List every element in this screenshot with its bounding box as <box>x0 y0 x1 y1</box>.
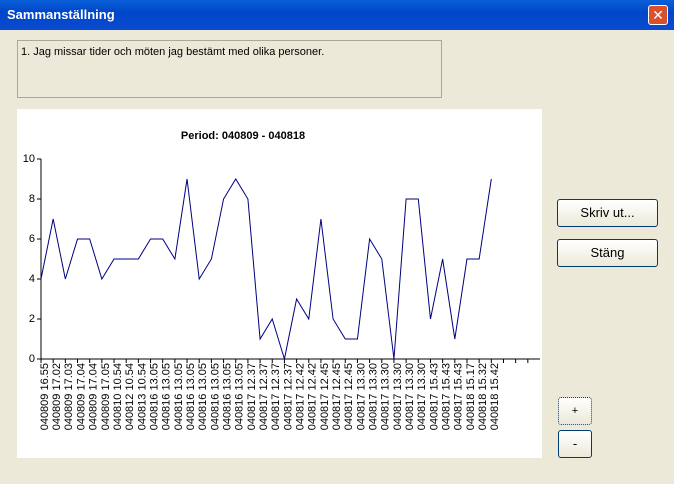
close-button[interactable]: ✕ <box>648 5 668 25</box>
x-tick-label: 040817 12.42 <box>294 363 306 430</box>
x-tick-label: 040817 15.43 <box>441 363 453 430</box>
x-tick-label: 040816 13.05 <box>197 363 209 430</box>
x-tick-label: 040818 15.32 <box>477 363 489 430</box>
x-tick-label: 040816 13.05 <box>148 363 160 430</box>
x-tick-label: 040817 13.30 <box>368 363 380 430</box>
x-tick-label: 040813 10.54 <box>136 363 148 430</box>
question-box: 1. Jag missar tider och möten jag bestäm… <box>17 40 442 98</box>
x-tick-label: 040812 10.54 <box>124 363 136 430</box>
x-tick-label: 040818 15.17 <box>465 363 477 430</box>
x-tick-label: 040817 12.37 <box>282 363 294 430</box>
x-tick-label: 040809 16.55 <box>39 363 51 430</box>
x-tick-label: 040817 12.45 <box>343 363 355 430</box>
x-tick-label: 040817 12.37 <box>258 363 270 430</box>
x-tick-label: 040817 13.30 <box>416 363 428 430</box>
y-tick-label: 6 <box>29 233 35 245</box>
x-tick-label: 040817 15.43 <box>453 363 465 430</box>
x-tick-label: 040810 10.54 <box>112 363 124 430</box>
print-button[interactable]: Skriv ut... <box>557 199 658 227</box>
y-tick-label: 0 <box>29 353 35 365</box>
chart-background <box>17 109 542 458</box>
title-bar: Sammanställning <box>0 0 674 30</box>
data-line <box>40 178 492 360</box>
chart: Period: 040809 - 040818 0 2 4 6 8 10 040809 16… <box>17 109 542 458</box>
x-tick-label: 040817 15.43 <box>428 363 440 430</box>
x-tick-label: 040809 17.04 <box>88 363 100 430</box>
x-tick-label: 040817 12.45 <box>319 363 331 430</box>
x-tick-label: 040809 17.04 <box>75 363 87 430</box>
x-tick-label: 040817 12.45 <box>331 363 343 430</box>
x-tick-label: 040816 13.05 <box>234 363 246 430</box>
close-dialog-button[interactable]: Stäng <box>557 239 658 267</box>
y-tick-label: 10 <box>23 153 35 165</box>
x-tick-label: 040816 13.05 <box>221 363 233 430</box>
x-tick-label: 040816 13.05 <box>185 363 197 430</box>
chart-title: Period: 040809 - 040818 <box>181 130 305 142</box>
y-tick-label: 2 <box>29 313 35 325</box>
x-tick-label: 040817 12.42 <box>307 363 319 430</box>
x-tick-label: 040817 12.37 <box>246 363 258 430</box>
y-tick-label: 8 <box>29 193 35 205</box>
x-tick-label: 040817 13.30 <box>380 363 392 430</box>
x-tick-label: 040816 13.05 <box>173 363 185 430</box>
plus-button[interactable]: + <box>558 397 592 425</box>
x-tick-label: 040809 17.02 <box>51 363 63 430</box>
x-tick-label: 040809 17.03 <box>63 363 75 430</box>
x-tick-label: 040816 13.05 <box>161 363 173 430</box>
y-tick-label: 4 <box>29 273 35 285</box>
x-tick-label: 040817 12.37 <box>270 363 282 430</box>
x-tick-label: 040809 17.05 <box>100 363 112 430</box>
x-tick-label: 040816 13.05 <box>209 363 221 430</box>
minus-button[interactable]: - <box>558 430 592 458</box>
x-tick-label: 040817 13.30 <box>404 363 416 430</box>
x-tick-label: 040817 13.30 <box>392 363 404 430</box>
x-tick-label: 040817 13.30 <box>355 363 367 430</box>
x-tick-label: 040818 15.42 <box>489 363 501 430</box>
